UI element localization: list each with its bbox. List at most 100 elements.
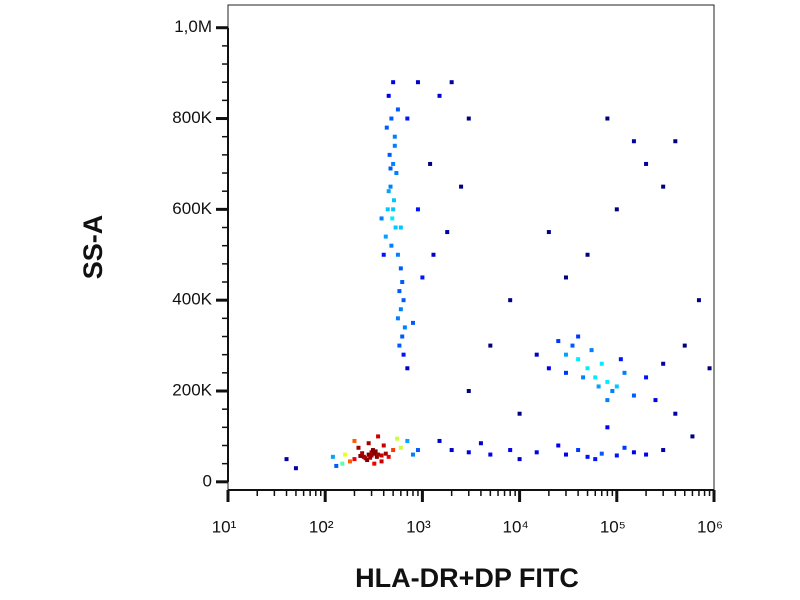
dot [556, 443, 561, 448]
y-tick-label: 200K [172, 380, 212, 399]
dot [284, 457, 289, 462]
dot [391, 198, 396, 203]
dot [459, 184, 464, 189]
dot [690, 434, 695, 439]
dot [395, 436, 400, 441]
dot [383, 451, 388, 456]
dot [390, 216, 395, 221]
dot [596, 384, 601, 389]
dot [389, 116, 394, 121]
dot [368, 455, 373, 460]
dot [610, 389, 615, 394]
dot [585, 366, 590, 371]
dot [391, 207, 396, 212]
dot [405, 366, 410, 371]
dot [661, 361, 666, 366]
dot [389, 243, 394, 248]
x-tick-label: 10⁵ [600, 517, 626, 536]
dot [394, 171, 399, 176]
dot [644, 375, 649, 380]
dot [673, 411, 678, 416]
dot [593, 375, 598, 380]
dot [508, 448, 513, 453]
dot [365, 458, 370, 463]
y-tick-label: 400K [172, 290, 212, 309]
dot [398, 307, 403, 312]
y-tick-label: 0 [203, 471, 212, 490]
dot [376, 452, 381, 457]
dot [343, 452, 348, 457]
dot [563, 452, 568, 457]
dot [383, 234, 388, 239]
dot [360, 451, 365, 456]
dot [386, 189, 391, 194]
dot [563, 275, 568, 280]
dot [466, 116, 471, 121]
dot [374, 454, 379, 459]
dot [466, 450, 471, 455]
y-tick-label: 600K [172, 199, 212, 218]
dot [397, 289, 402, 294]
dot [589, 348, 594, 353]
dot [410, 320, 415, 325]
dot [563, 352, 568, 357]
y-tick-label: 800K [172, 108, 212, 127]
dot [576, 357, 581, 362]
dot [376, 434, 381, 439]
dot [599, 361, 604, 366]
dot [585, 454, 590, 459]
dot [293, 466, 298, 471]
dot [576, 448, 581, 453]
dot [415, 448, 420, 453]
dot [534, 352, 539, 357]
dot [352, 457, 357, 462]
dot [395, 107, 400, 112]
dot [379, 216, 384, 221]
dot [379, 459, 384, 464]
dot [508, 298, 513, 303]
dot [437, 93, 442, 98]
dot [401, 298, 406, 303]
dot [605, 425, 610, 430]
x-tick-label: 10¹ [212, 517, 237, 536]
dot [581, 375, 586, 380]
dot [340, 461, 345, 466]
dot [352, 438, 357, 443]
x-tick-label: 10⁶ [697, 517, 723, 536]
dot [385, 207, 390, 212]
dot [644, 452, 649, 457]
y-axis-title: SS-A [78, 215, 108, 280]
dot [415, 80, 420, 85]
x-tick-label: 10⁴ [502, 517, 528, 536]
dot [401, 352, 406, 357]
dot [391, 448, 396, 453]
dot [605, 116, 610, 121]
dot [488, 452, 493, 457]
dot [386, 454, 391, 459]
dot [437, 438, 442, 443]
dot [631, 393, 636, 398]
dot [369, 453, 374, 458]
plot-frame [227, 4, 715, 491]
dot [517, 411, 522, 416]
dot [369, 450, 374, 455]
dot [372, 461, 377, 466]
dot [393, 225, 398, 230]
dot [673, 139, 678, 144]
dot [622, 370, 627, 375]
dot [431, 252, 436, 257]
dot [428, 161, 433, 166]
dot [576, 334, 581, 339]
dot [614, 384, 619, 389]
dot [707, 366, 712, 371]
dot [631, 450, 636, 455]
dot [366, 441, 371, 446]
dot [395, 316, 400, 321]
dot [379, 453, 384, 458]
x-tick-label: 10³ [406, 517, 431, 536]
dot [405, 116, 410, 121]
dot [556, 339, 561, 344]
dot [605, 398, 610, 403]
dot [356, 445, 361, 450]
